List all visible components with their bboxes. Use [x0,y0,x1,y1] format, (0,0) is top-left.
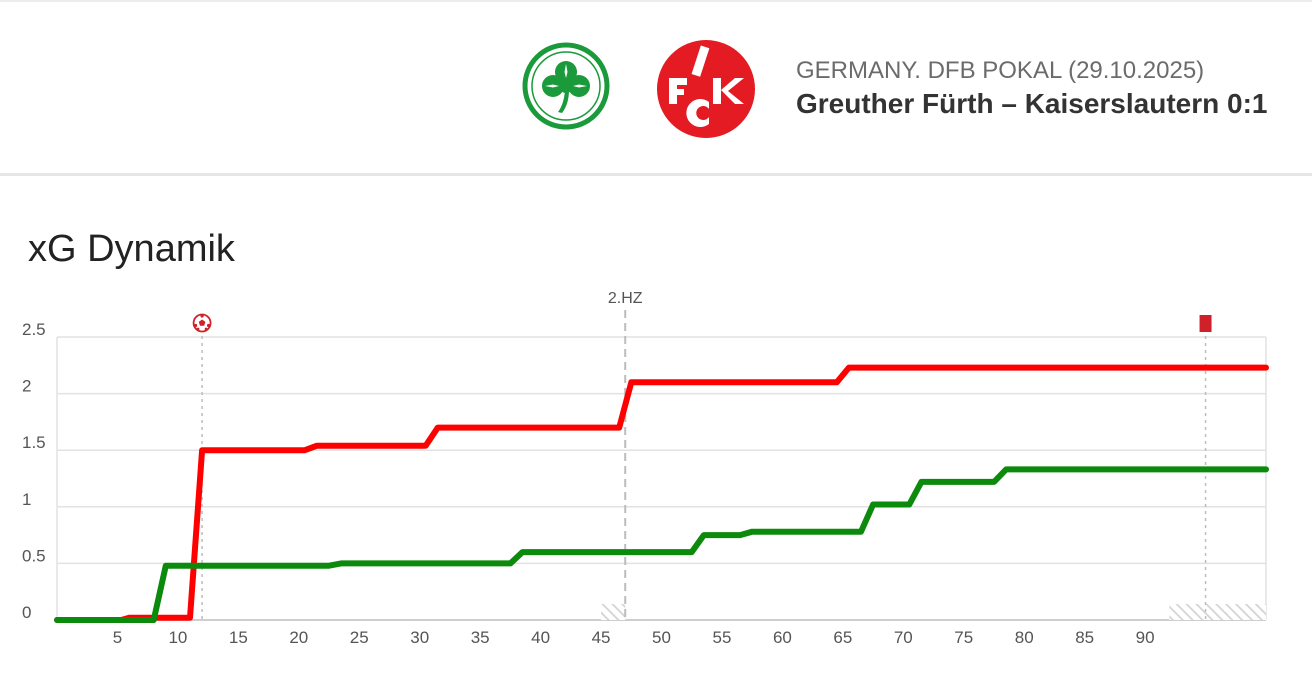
y-tick-label: 0.5 [22,546,46,565]
x-tick-label: 85 [1075,628,1094,647]
ball-patch [193,323,198,328]
x-tick-label: 25 [350,628,369,647]
ball-patch [200,314,204,318]
stoppage-time-band [601,604,626,620]
away-team-crest[interactable] [655,38,757,140]
x-tick-label: 70 [894,628,913,647]
ball-patch [204,327,208,331]
x-axis-ticks: 5 10 15 20 25 30 35 40 45 50 55 60 65 70 75 80 85 90 [113,628,1155,647]
y-tick-label: 1 [22,490,31,509]
half-time-label: 2.HZ [608,290,643,307]
stoppage-time-band [1169,604,1266,620]
x-tick-label: 80 [1015,628,1034,647]
ball-patch [196,327,200,331]
x-tick-label: 60 [773,628,792,647]
y-tick-label: 1.5 [22,433,46,452]
y-tick-label: 2.5 [22,320,46,339]
competition-label: GERMANY. DFB POKAL (29.10.2025) [796,57,1205,84]
xg-series [54,364,1269,623]
xg-line-greuther-fuerth [54,466,1269,623]
red-card-icon [1199,315,1212,332]
y-axis-ticks: 0 0.5 1 1.5 2 2.5 [22,320,46,622]
chart-title: xG Dynamik [28,228,235,270]
event-markers: 2.HZ [192,290,1212,620]
home-team-crest[interactable] [522,42,610,130]
x-tick-label: 5 [113,628,122,647]
x-tick-label: 30 [410,628,429,647]
x-tick-label: 65 [833,628,852,647]
y-tick-label: 2 [22,377,31,396]
ball-patch [206,323,211,328]
xg-chart: 2.HZ 0 0.5 1 1.5 2 2.5 5 10 15 20 25 30 35 40 45 50 55 6… [22,290,1269,647]
match-title: Greuther Fürth – Kaiserslautern 0:1 [796,88,1268,119]
x-tick-label: 10 [168,628,187,647]
x-tick-label: 40 [531,628,550,647]
x-tick-label: 15 [229,628,248,647]
match-header: GERMANY. DFB POKAL (29.10.2025) Greuther… [0,0,1312,176]
y-tick-label: 0 [22,603,31,622]
x-tick-label: 20 [289,628,308,647]
x-tick-label: 90 [1136,628,1155,647]
fck-crest-icon [657,40,755,138]
x-tick-label: 55 [712,628,731,647]
chart-grid [56,336,1267,621]
stoppage-time-bands [601,604,1266,620]
x-tick-label: 45 [592,628,611,647]
x-tick-label: 35 [471,628,490,647]
x-tick-label: 50 [652,628,671,647]
xg-line-kaiserslautern [54,364,1269,623]
green-clover-crest-icon [522,42,610,130]
ball-patch [198,319,206,326]
x-tick-label: 75 [954,628,973,647]
soccer-ball-icon [192,313,212,333]
